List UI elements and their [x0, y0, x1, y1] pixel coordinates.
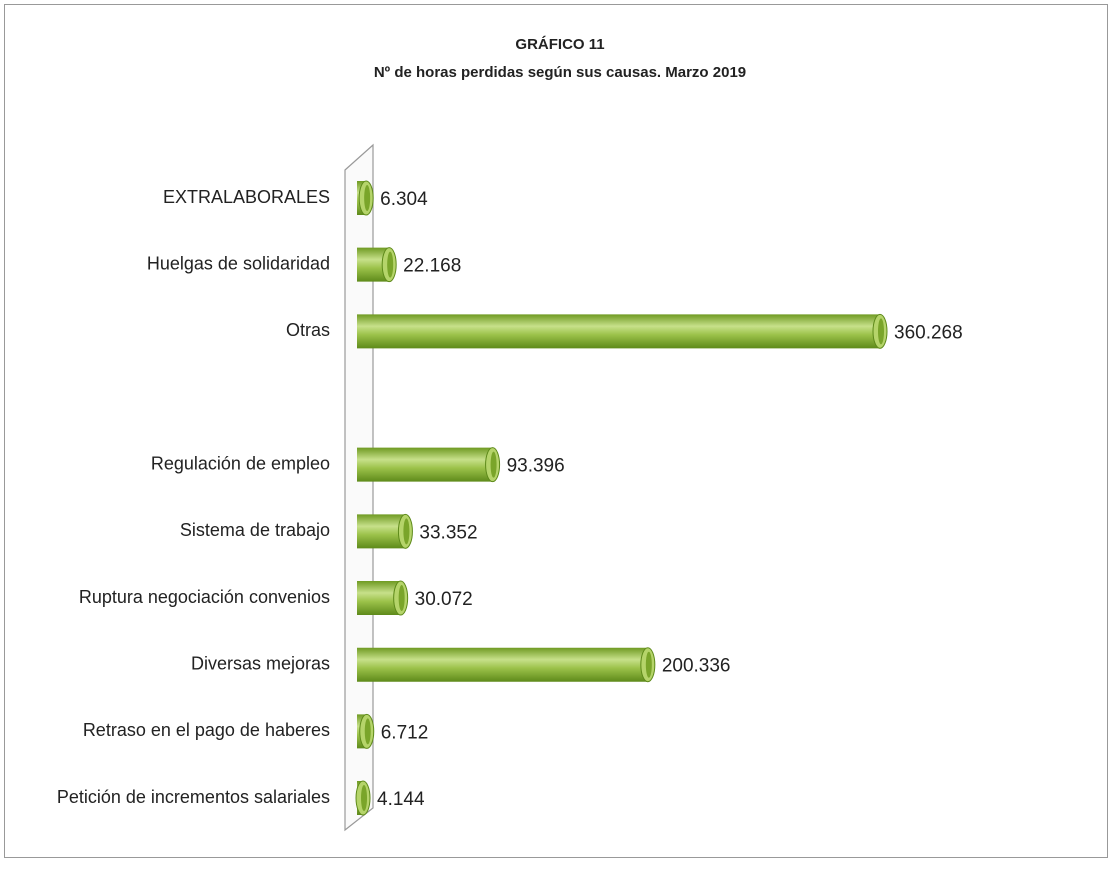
y-tick-label: Sistema de trabajo	[180, 520, 330, 540]
bar-body	[357, 581, 401, 616]
bar-cap-inner	[403, 518, 410, 545]
bar-body	[357, 247, 390, 282]
data-label: 4.144	[377, 789, 425, 810]
data-label: 6.712	[381, 722, 429, 743]
y-tick-label: Otras	[286, 320, 330, 340]
bar	[357, 180, 374, 216]
y-tick-label: Diversas mejoras	[191, 653, 330, 673]
bar-cap-inner	[645, 651, 652, 678]
y-tick-label: Retraso en el pago de haberes	[83, 720, 330, 740]
chart-subtitle: Nº de horas perdidas según sus causas. M…	[374, 64, 746, 81]
bar-cap-inner	[398, 585, 405, 612]
data-label: 360.268	[894, 322, 963, 343]
bar-body	[357, 514, 406, 549]
data-label: 33.352	[419, 522, 477, 543]
bar-cap-inner	[361, 785, 368, 812]
bar-body	[357, 314, 880, 349]
data-label: 200.336	[662, 656, 731, 677]
y-tick-label: Petición de incrementos salariales	[57, 787, 330, 807]
bar	[357, 447, 501, 483]
chart-title: GRÁFICO 11	[515, 36, 604, 53]
data-label: 6.304	[380, 189, 428, 210]
data-label: 30.072	[415, 589, 473, 610]
bar	[355, 780, 371, 816]
bar	[357, 513, 413, 549]
bar	[357, 713, 375, 749]
chart-frame	[4, 4, 1108, 858]
y-tick-label: Ruptura negociación convenios	[79, 587, 330, 607]
y-tick-label: Huelgas de solidaridad	[147, 253, 330, 273]
bar	[357, 247, 397, 283]
bar	[357, 647, 656, 683]
data-label: 93.396	[507, 456, 565, 477]
y-tick-label: EXTRALABORALES	[163, 187, 330, 207]
bar-cap-inner	[878, 318, 884, 345]
bar-cap-inner	[364, 185, 371, 211]
bar	[357, 313, 888, 349]
y-tick-label: Regulación de empleo	[151, 453, 330, 473]
data-label: 22.168	[403, 256, 461, 277]
bar-body	[357, 447, 493, 482]
bar-cap-inner	[387, 251, 394, 278]
bar	[357, 580, 409, 616]
bar-cap-inner	[364, 718, 371, 745]
bar-cap-inner	[490, 451, 497, 478]
bar-body	[357, 647, 648, 682]
